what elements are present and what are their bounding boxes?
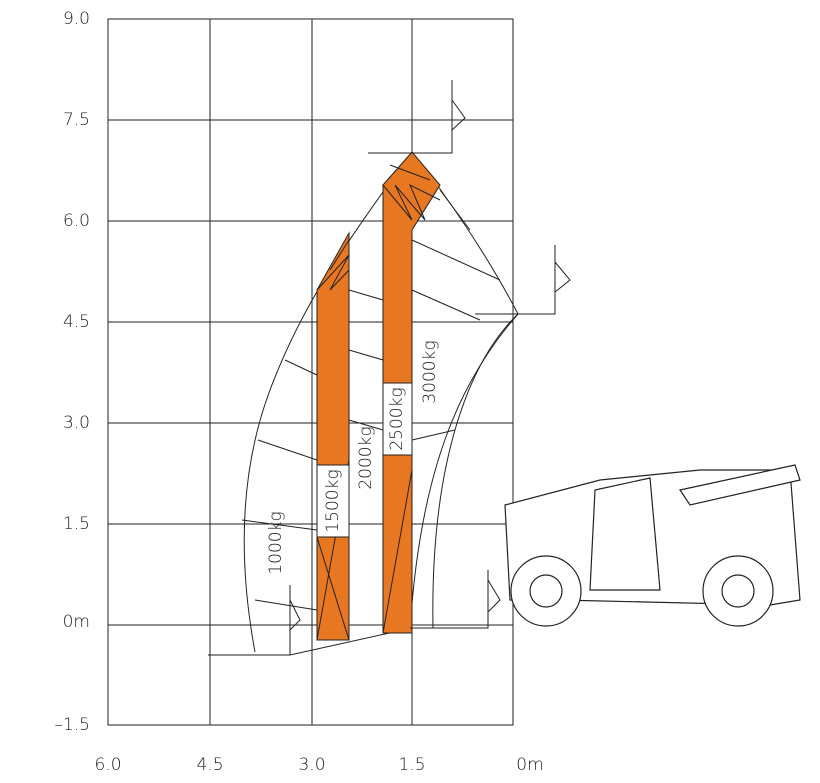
capacity-label: 3000kg [420,340,440,403]
y-axis-labels: 9.0 7.5 6.0 4.5 3.0 1.5 0m –1.5 [54,9,90,735]
x-axis-labels: 6.0 4.5 3.0 1.5 0m [94,755,543,775]
capacity-label: 1500kg [323,469,343,532]
x-label: 3.0 [298,755,325,775]
capacity-labels: 1000kg 1500kg 2000kg 2500kg 3000kg [266,340,440,574]
telehandler [505,465,800,626]
capacity-label: 2500kg [387,387,407,450]
capacity-label: 1000kg [266,511,286,574]
y-label: 1.5 [63,514,90,534]
capacity-label: 2000kg [356,426,376,489]
envelope [208,152,518,655]
y-label: 6.0 [63,211,90,231]
y-label: 4.5 [63,312,90,332]
y-label: 3.0 [63,413,90,433]
y-label: 9.0 [63,9,90,29]
x-label: 6.0 [94,755,121,775]
x-label: 0m [516,755,543,775]
x-label: 4.5 [196,755,223,775]
y-label: 0m [63,612,90,632]
load-chart: 9.0 7.5 6.0 4.5 3.0 1.5 0m –1.5 6.0 4.5 … [0,0,820,779]
y-label: 7.5 [63,110,90,130]
y-label: –1.5 [54,715,90,735]
x-label: 1.5 [398,755,425,775]
